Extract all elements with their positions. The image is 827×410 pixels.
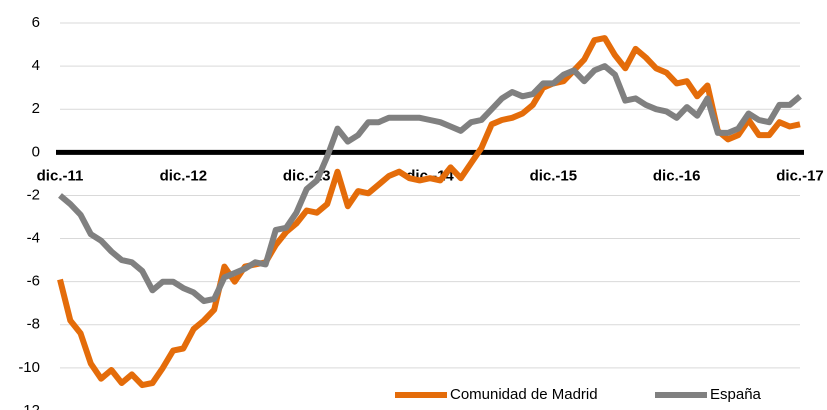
series-line <box>58 63 802 305</box>
y-tick-label: -2 <box>27 186 40 203</box>
x-tick-label: dic.-16 <box>653 167 701 184</box>
y-tick-label: -12 <box>18 402 40 410</box>
x-tick-label: dic.-12 <box>160 167 208 184</box>
y-tick-label: -6 <box>27 273 40 290</box>
y-tick-label: -8 <box>27 316 40 333</box>
legend-label: España <box>710 386 762 403</box>
x-tick-label: dic.-15 <box>530 167 578 184</box>
y-tick-label: -4 <box>27 230 40 247</box>
y-tick-label: 0 <box>32 143 40 160</box>
x-tick-label: dic.-17 <box>776 167 824 184</box>
y-tick-label: 4 <box>32 57 40 74</box>
legend-label: Comunidad de Madrid <box>450 386 598 403</box>
y-tick-label: 6 <box>32 14 40 31</box>
y-tick-label: 2 <box>32 100 40 117</box>
y-tick-label: -10 <box>18 359 40 376</box>
x-tick-label: dic.-11 <box>37 167 84 184</box>
series-line <box>57 35 801 389</box>
